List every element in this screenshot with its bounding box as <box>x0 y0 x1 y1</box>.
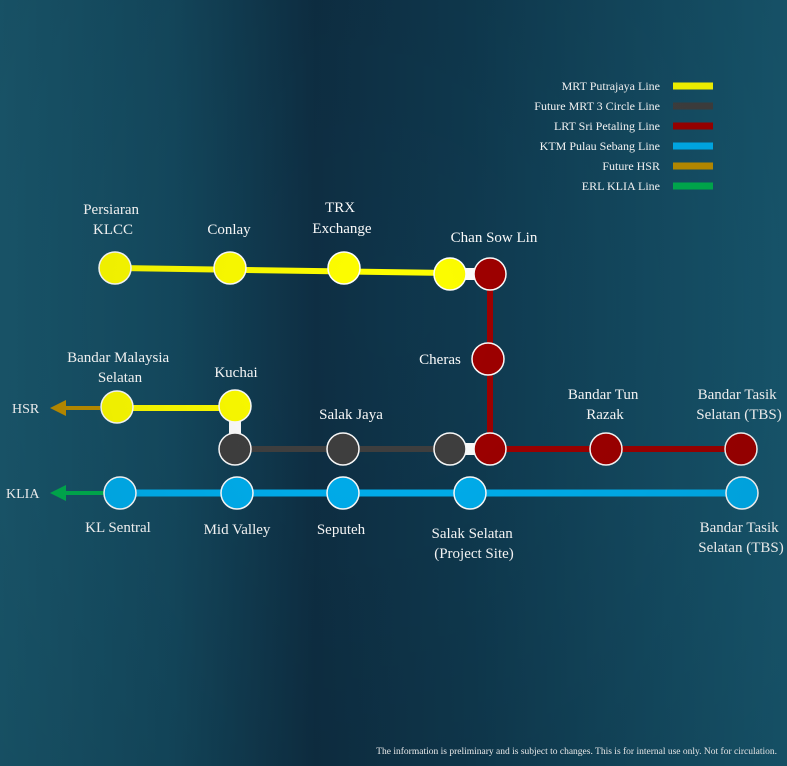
legend-label-mrt-putrajaya: MRT Putrajaya Line <box>562 79 660 93</box>
label-conlay: Conlay <box>207 222 251 238</box>
line-mrt-putrajaya-north <box>114 265 451 276</box>
label-salak-selatan: Salak Selatan (Project Site) <box>432 526 517 562</box>
station-bandar-malaysia-selatan[interactable] <box>100 390 134 424</box>
station-kl-sentral[interactable] <box>103 476 137 510</box>
label-bandar-malaysia-selatan: Bandar Malaysia Selatan <box>67 350 173 386</box>
label-kl-sentral: KL Sentral <box>85 520 151 536</box>
station-labels: Persiaran KLCC Conlay TRX Exchange Chan … <box>67 200 784 562</box>
station-persiaran-klcc[interactable] <box>98 251 132 285</box>
station-bandar-tasik-selatan-ktm[interactable] <box>725 476 759 510</box>
station-bandar-tasik-selatan-lrt[interactable] <box>724 432 758 466</box>
legend-label-mrt3-circle: Future MRT 3 Circle Line <box>534 99 660 113</box>
legend-label-erl-klia: ERL KLIA Line <box>582 179 660 193</box>
label-cheras: Cheras <box>419 352 461 368</box>
label-bandar-tasik-selatan-lrt: Bandar Tasik Selatan (TBS) <box>696 387 781 423</box>
lines <box>50 265 742 501</box>
label-bandar-tun-razak: Bandar Tun Razak <box>568 387 642 423</box>
station-cheras[interactable] <box>471 342 505 376</box>
station-bandar-tun-razak[interactable] <box>589 432 623 466</box>
label-hsr: HSR <box>12 402 40 417</box>
legend: MRT Putrajaya Line Future MRT 3 Circle L… <box>534 79 713 193</box>
station-seputeh[interactable] <box>326 476 360 510</box>
stations <box>98 251 759 510</box>
station-chan-sow-lin-mrt[interactable] <box>433 257 467 291</box>
legend-label-ktm-pulau-sebang: KTM Pulau Sebang Line <box>540 139 660 153</box>
label-persiaran-klcc: Persiaran KLCC <box>83 202 143 238</box>
label-klia: KLIA <box>6 487 40 502</box>
label-seputeh: Seputeh <box>317 522 366 538</box>
label-trx-exchange: TRX Exchange <box>312 200 371 237</box>
station-kuchai-mrt[interactable] <box>218 389 252 423</box>
station-mid-valley[interactable] <box>220 476 254 510</box>
label-bandar-tasik-selatan-ktm: Bandar Tasik Selatan (TBS) <box>698 520 783 556</box>
station-trx-exchange[interactable] <box>327 251 361 285</box>
legend-label-lrt-sri-petaling: LRT Sri Petaling Line <box>554 119 660 133</box>
station-salak-selatan-mrt3[interactable] <box>433 432 467 466</box>
label-salak-jaya: Salak Jaya <box>319 407 383 423</box>
station-conlay[interactable] <box>213 251 247 285</box>
label-mid-valley: Mid Valley <box>204 522 271 538</box>
label-kuchai: Kuchai <box>214 365 257 381</box>
station-salak-selatan-lrt[interactable] <box>473 432 507 466</box>
label-chan-sow-lin: Chan Sow Lin <box>451 230 538 246</box>
station-salak-selatan-ktm[interactable] <box>453 476 487 510</box>
station-kuchai-mrt3[interactable] <box>218 432 252 466</box>
legend-label-future-hsr: Future HSR <box>602 159 660 173</box>
station-chan-sow-lin-lrt[interactable] <box>473 257 507 291</box>
disclaimer: The information is preliminary and is su… <box>376 746 777 757</box>
station-salak-jaya[interactable] <box>326 432 360 466</box>
